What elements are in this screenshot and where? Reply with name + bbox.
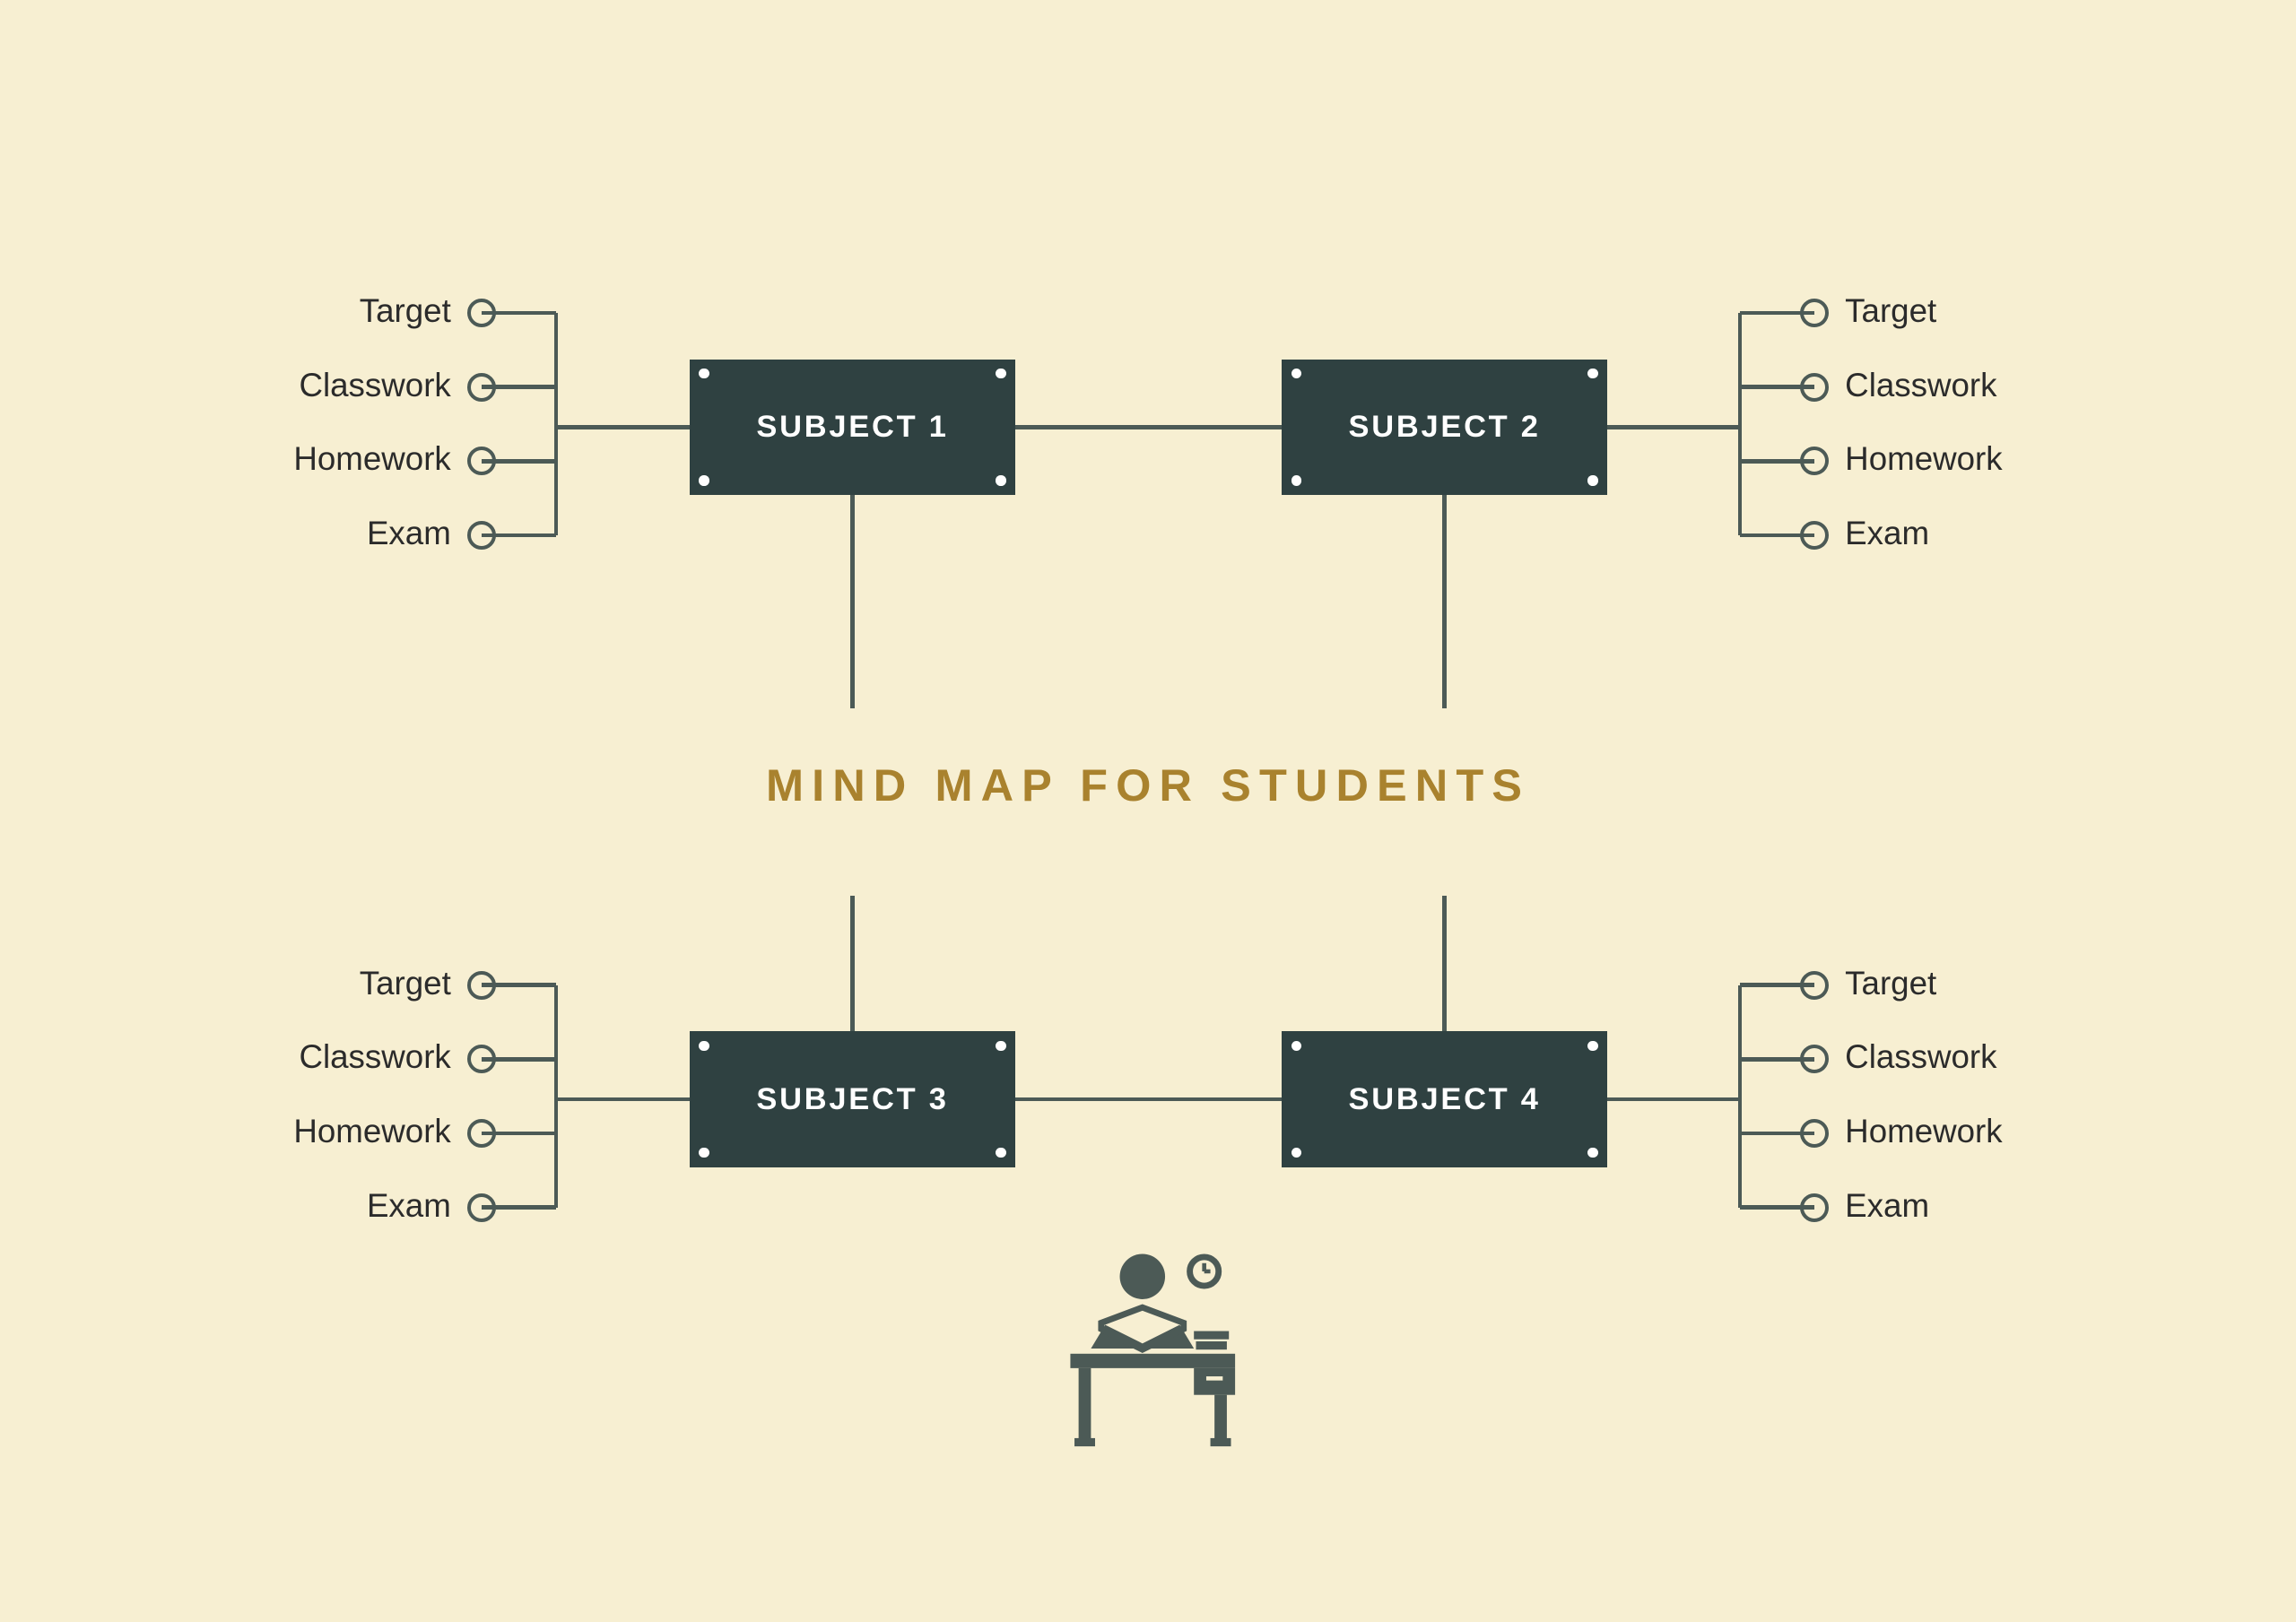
branch-label: Homework (214, 1113, 451, 1150)
branch-dot (467, 521, 496, 550)
subject-3-box: SUBJECT 3 (690, 1031, 1015, 1167)
branch-dot (1800, 299, 1829, 327)
mindmap-canvas: MIND MAP FOR STUDENTS Target Classwork Home… (0, 0, 2296, 1622)
connector-line (850, 896, 855, 1032)
branch-label: Target (1845, 965, 2082, 1002)
corner-dot (1292, 1148, 1301, 1158)
connector-line (554, 985, 559, 1208)
corner-dot (1587, 475, 1597, 485)
connector-line (1738, 313, 1743, 535)
corner-dot (699, 369, 709, 378)
corner-dot (996, 1041, 1005, 1051)
branch-label: Target (1845, 292, 2082, 330)
branch-dot (1800, 373, 1829, 402)
corner-dot (1292, 369, 1301, 378)
connector-line (1442, 896, 1447, 1032)
corner-dot (1292, 1041, 1301, 1051)
branch-label: Classwork (1845, 367, 2082, 404)
branch-dot (467, 1045, 496, 1073)
corner-dot (699, 1148, 709, 1158)
branch-dot (1800, 1045, 1829, 1073)
diagram-title: MIND MAP FOR STUDENTS (766, 759, 1530, 811)
student-icon (1039, 1251, 1256, 1467)
branch-label: Classwork (214, 1038, 451, 1076)
subject-2-box: SUBJECT 2 (1282, 360, 1607, 496)
branch-dot (467, 447, 496, 475)
corner-dot (1587, 369, 1597, 378)
subject-1-box: SUBJECT 1 (690, 360, 1015, 496)
corner-dot (996, 369, 1005, 378)
subject-label: SUBJECT 2 (1349, 410, 1541, 445)
corner-dot (996, 475, 1005, 485)
connector-line (1607, 425, 1740, 429)
corner-dot (699, 1041, 709, 1051)
branch-dot (1800, 447, 1829, 475)
branch-label: Homework (1845, 1113, 2082, 1150)
branch-label: Exam (1845, 515, 2082, 552)
subject-label: SUBJECT 1 (756, 410, 948, 445)
branch-label: Exam (1845, 1187, 2082, 1225)
connector-line (556, 425, 690, 429)
connector-line (554, 313, 559, 535)
connector-line (1015, 425, 1282, 429)
subject-label: SUBJECT 3 (756, 1082, 948, 1117)
connector-line (1442, 495, 1447, 708)
branch-label: Homework (1845, 440, 2082, 478)
corner-dot (1292, 475, 1301, 485)
branch-dot (1800, 1193, 1829, 1222)
branch-dot (1800, 521, 1829, 550)
branch-label: Exam (214, 1187, 451, 1225)
branch-dot (467, 373, 496, 402)
branch-dot (1800, 1119, 1829, 1148)
branch-label: Classwork (1845, 1038, 2082, 1076)
branch-label: Target (214, 965, 451, 1002)
page: MIND MAP FOR STUDENTS Target Classwork Home… (0, 0, 2296, 1622)
connector-line (556, 1097, 690, 1102)
branch-label: Target (214, 292, 451, 330)
branch-dot (1800, 971, 1829, 1000)
corner-dot (699, 475, 709, 485)
corner-dot (996, 1148, 1005, 1158)
connector-line (1015, 1097, 1282, 1102)
connector-line (1738, 985, 1743, 1208)
connector-line (1607, 1097, 1740, 1102)
branch-label: Exam (214, 515, 451, 552)
branch-label: Classwork (214, 367, 451, 404)
subject-4-box: SUBJECT 4 (1282, 1031, 1607, 1167)
branch-dot (467, 1119, 496, 1148)
branch-dot (467, 299, 496, 327)
corner-dot (1587, 1041, 1597, 1051)
connector-line (850, 495, 855, 708)
corner-dot (1587, 1148, 1597, 1158)
branch-dot (467, 971, 496, 1000)
subject-label: SUBJECT 4 (1349, 1082, 1541, 1117)
branch-dot (467, 1193, 496, 1222)
branch-label: Homework (214, 440, 451, 478)
